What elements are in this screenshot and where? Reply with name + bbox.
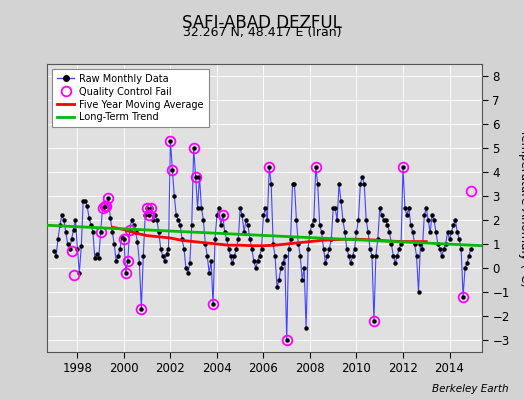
Y-axis label: Temperature Anomaly (°C): Temperature Anomaly (°C): [518, 129, 524, 287]
Text: Berkeley Earth: Berkeley Earth: [432, 384, 508, 394]
Text: 32.267 N, 48.417 E (Iran): 32.267 N, 48.417 E (Iran): [183, 26, 341, 39]
Legend: Raw Monthly Data, Quality Control Fail, Five Year Moving Average, Long-Term Tren: Raw Monthly Data, Quality Control Fail, …: [52, 69, 209, 127]
Text: SAFI-ABAD DEZFUL: SAFI-ABAD DEZFUL: [182, 14, 342, 32]
